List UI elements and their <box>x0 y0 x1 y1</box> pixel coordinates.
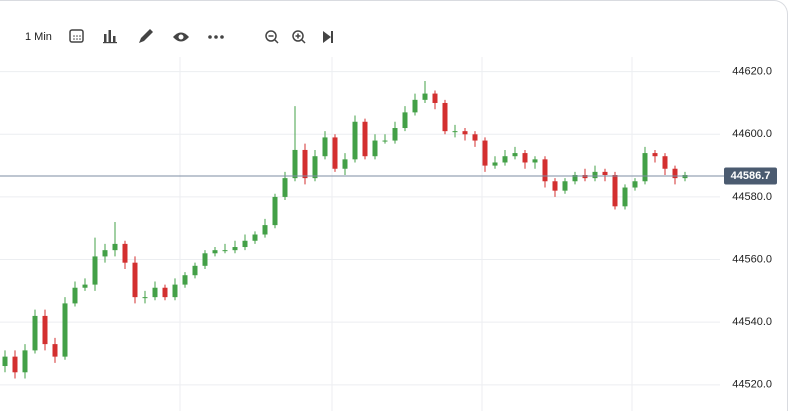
candle-body <box>22 350 28 373</box>
candle-body <box>342 159 348 169</box>
candle-body <box>542 159 548 182</box>
candle-body <box>442 102 448 132</box>
candle-body <box>12 356 18 373</box>
last-price-label: 44586.7 <box>731 170 771 182</box>
candle-body <box>452 131 458 133</box>
candle-body <box>622 187 628 207</box>
y-tick-label: 44560.0 <box>732 253 772 265</box>
candle-body <box>32 315 38 351</box>
candle-body <box>52 344 58 357</box>
candle-body <box>612 175 618 207</box>
candle-body <box>122 243 128 263</box>
candle-body <box>182 275 188 285</box>
zoom-out-icon[interactable] <box>265 30 279 44</box>
last-price-box <box>724 167 777 185</box>
toolbar-icons <box>69 29 333 44</box>
candle-body <box>582 175 588 179</box>
scroll-end-icon[interactable] <box>323 31 333 43</box>
candle-body <box>492 162 498 166</box>
candle-body <box>92 256 98 285</box>
candle-body <box>132 262 138 298</box>
candle-body <box>202 253 208 266</box>
candle-body <box>62 303 68 357</box>
candle-body <box>432 93 438 103</box>
candle-body <box>532 159 538 163</box>
candle-body <box>232 247 238 251</box>
more-icon[interactable] <box>208 35 224 39</box>
candle-body <box>212 250 218 254</box>
candle-body <box>82 284 88 288</box>
candle-body <box>472 134 478 141</box>
candle-body <box>362 121 368 157</box>
candle-body <box>322 137 328 157</box>
candle-body <box>672 168 678 179</box>
candle-body <box>632 181 638 188</box>
interval-button[interactable]: 1 Min <box>25 31 52 43</box>
candle-body <box>42 315 48 345</box>
y-tick-label: 44620.0 <box>732 66 772 78</box>
candle-body <box>462 131 468 135</box>
candle-body <box>352 121 358 160</box>
candle-body <box>112 243 118 251</box>
candle-body <box>602 171 608 175</box>
y-tick-label: 44540.0 <box>732 316 772 328</box>
candle-body <box>412 99 418 113</box>
candle-body <box>422 93 428 100</box>
candle-body <box>152 287 158 298</box>
draw-icon[interactable] <box>139 29 153 43</box>
candle-body <box>382 140 388 142</box>
candle-body <box>512 153 518 157</box>
candle-body <box>292 149 298 179</box>
candle-body <box>282 178 288 197</box>
candle-body <box>502 156 508 163</box>
candle-body <box>522 153 528 163</box>
candle-body <box>682 175 688 179</box>
candle-body <box>392 128 398 141</box>
view-icon[interactable] <box>173 32 189 42</box>
candle-body <box>302 149 308 179</box>
y-tick-label: 44520.0 <box>732 379 772 391</box>
candle-body <box>402 112 408 129</box>
candle-body <box>72 287 78 304</box>
candle-body <box>272 196 278 226</box>
candle-body <box>662 156 668 169</box>
calendar-icon[interactable] <box>69 29 84 43</box>
candle-body <box>162 287 168 298</box>
candle-body <box>262 225 268 235</box>
candle-body <box>642 153 648 182</box>
candle-body <box>652 153 658 157</box>
candle-body <box>592 171 598 179</box>
candle-body <box>2 356 8 367</box>
candle-body <box>552 181 558 191</box>
candle-body <box>102 250 108 257</box>
candle-body <box>572 175 578 182</box>
candle-body <box>142 297 148 299</box>
candle-body <box>242 240 248 248</box>
candle-body <box>562 181 568 191</box>
candle-body <box>222 250 228 252</box>
candle-body <box>372 140 378 157</box>
candle-body <box>312 156 318 179</box>
candle-body <box>332 137 338 169</box>
time-grid <box>179 57 633 411</box>
y-tick-label: 44600.0 <box>732 128 772 140</box>
zoom-in-icon[interactable] <box>292 30 306 44</box>
y-tick-label: 44580.0 <box>732 191 772 203</box>
candle-body <box>252 234 258 241</box>
candle-body <box>482 140 488 166</box>
candle-body <box>172 284 178 298</box>
chart-type-icon[interactable] <box>103 30 117 44</box>
candle-body <box>192 265 198 276</box>
